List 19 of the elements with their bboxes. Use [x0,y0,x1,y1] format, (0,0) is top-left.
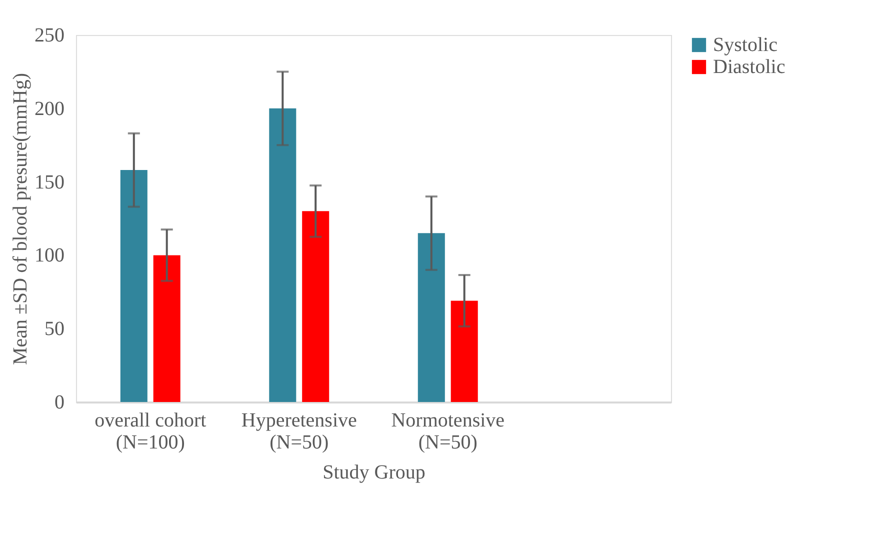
y-axis-title: Mean ±SD of blood presure(mmHg) [10,72,32,366]
bar [418,233,445,402]
bar [302,211,330,402]
x-tick-label: overall cohort (N=100) [94,410,207,454]
bar [120,170,148,402]
y-tick-label: 200 [34,98,64,120]
y-tick-label: 250 [34,24,64,46]
y-tick-label: 150 [34,171,64,194]
legend-label: Diastolic [713,56,786,78]
x-tick-label: Hyperetensive (N=50) [241,410,357,454]
bar [450,300,478,402]
bar [153,255,180,402]
y-tick-label: 0 [54,392,64,414]
y-tick-label: 100 [34,244,64,267]
bar [269,108,296,402]
x-axis-title: Study Group [322,462,426,484]
x-tick-label: Normotensive (N=50) [391,410,505,454]
legend-label: Systolic [713,34,778,56]
y-tick-label: 50 [44,318,64,340]
